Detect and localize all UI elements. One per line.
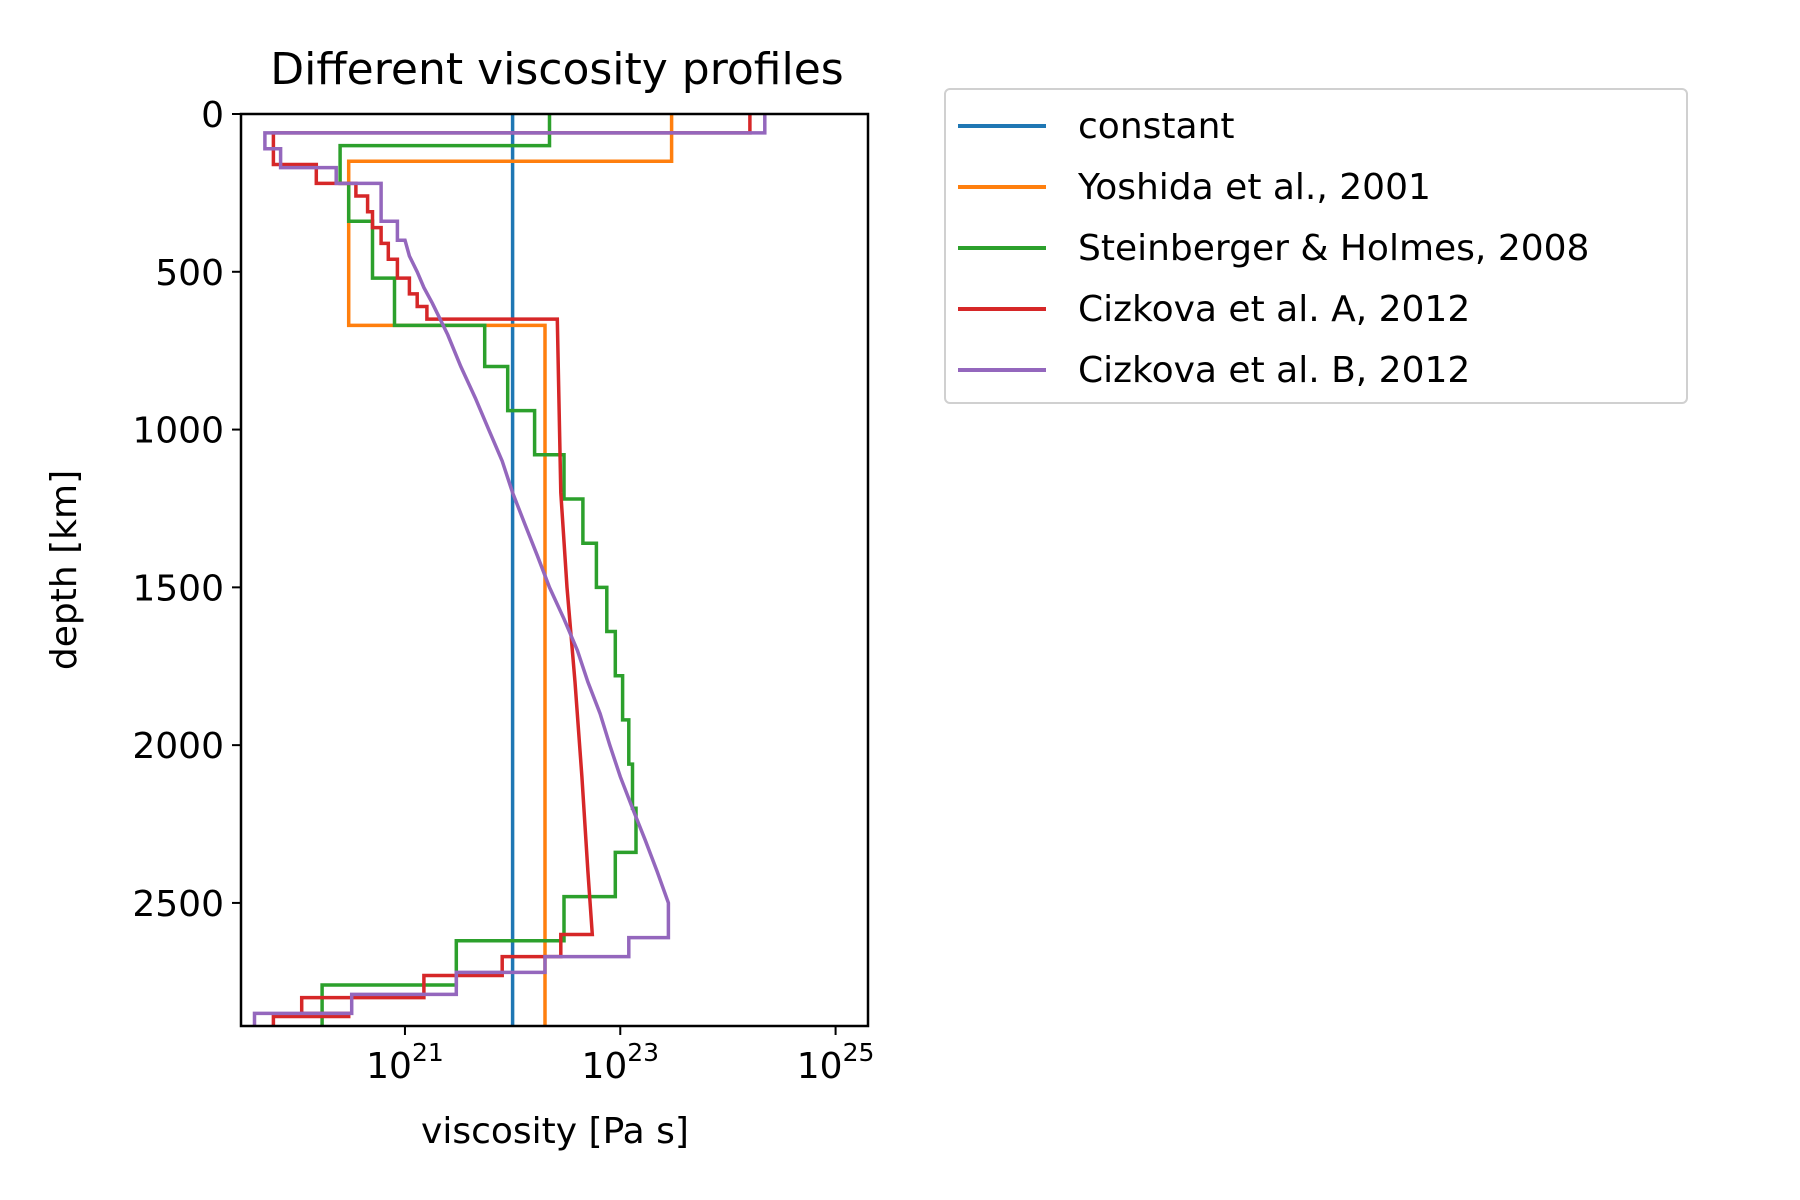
y-axis-label: depth [km] [44, 470, 85, 670]
legend-label-2: Yoshida et al., 2001 [1078, 166, 1431, 208]
legend-item-2: Yoshida et al., 2001 [958, 157, 1431, 217]
series-line-2 [346, 114, 674, 1026]
legend-label-4: Cizkova et al. A, 2012 [1078, 288, 1471, 330]
y-tick-label-1: 500 [155, 253, 224, 294]
y-tick-label-0: 0 [201, 95, 224, 136]
y-tick-label-4: 2000 [132, 726, 224, 767]
y-tick-label-3: 1500 [132, 568, 224, 609]
x-axis: 1021 1023 1025 [366, 1026, 874, 1087]
legend-swatch-5 [958, 368, 1046, 372]
legend-item-3: Steinberger & Holmes, 2008 [958, 218, 1589, 278]
legend-label-3: Steinberger & Holmes, 2008 [1078, 227, 1590, 269]
legend-item-4: Cizkova et al. A, 2012 [958, 279, 1470, 339]
legend-item-1: constant [958, 96, 1235, 156]
legend-swatch-4 [958, 307, 1046, 311]
axes-frame [239, 112, 870, 1028]
chart-title: Different viscosity profiles [270, 44, 843, 95]
legend-label-5: Cizkova et al. B, 2012 [1078, 349, 1471, 391]
legend-item-5: Cizkova et al. B, 2012 [958, 340, 1470, 400]
series-line-3 [320, 114, 638, 1026]
legend-label-1: constant [1078, 105, 1235, 147]
x-tick-label-2: 1025 [797, 1038, 875, 1087]
series-line-5 [252, 114, 767, 1026]
x-axis-label: viscosity [Pa s] [421, 1111, 689, 1152]
y-tick-label-5: 2500 [132, 884, 224, 925]
legend-swatch-2 [958, 185, 1046, 189]
y-axis: 0 500 1000 1500 2000 2500 [132, 95, 241, 925]
legend: constant Yoshida et al., 2001 Steinberger … [944, 88, 1688, 404]
plot-area [252, 114, 767, 1026]
series-line-4 [271, 114, 752, 1026]
y-tick-label-2: 1000 [132, 411, 224, 452]
x-tick-label-1: 1023 [581, 1038, 659, 1087]
legend-swatch-3 [958, 246, 1046, 250]
x-tick-label-0: 1021 [366, 1038, 444, 1087]
legend-swatch-1 [958, 124, 1046, 128]
